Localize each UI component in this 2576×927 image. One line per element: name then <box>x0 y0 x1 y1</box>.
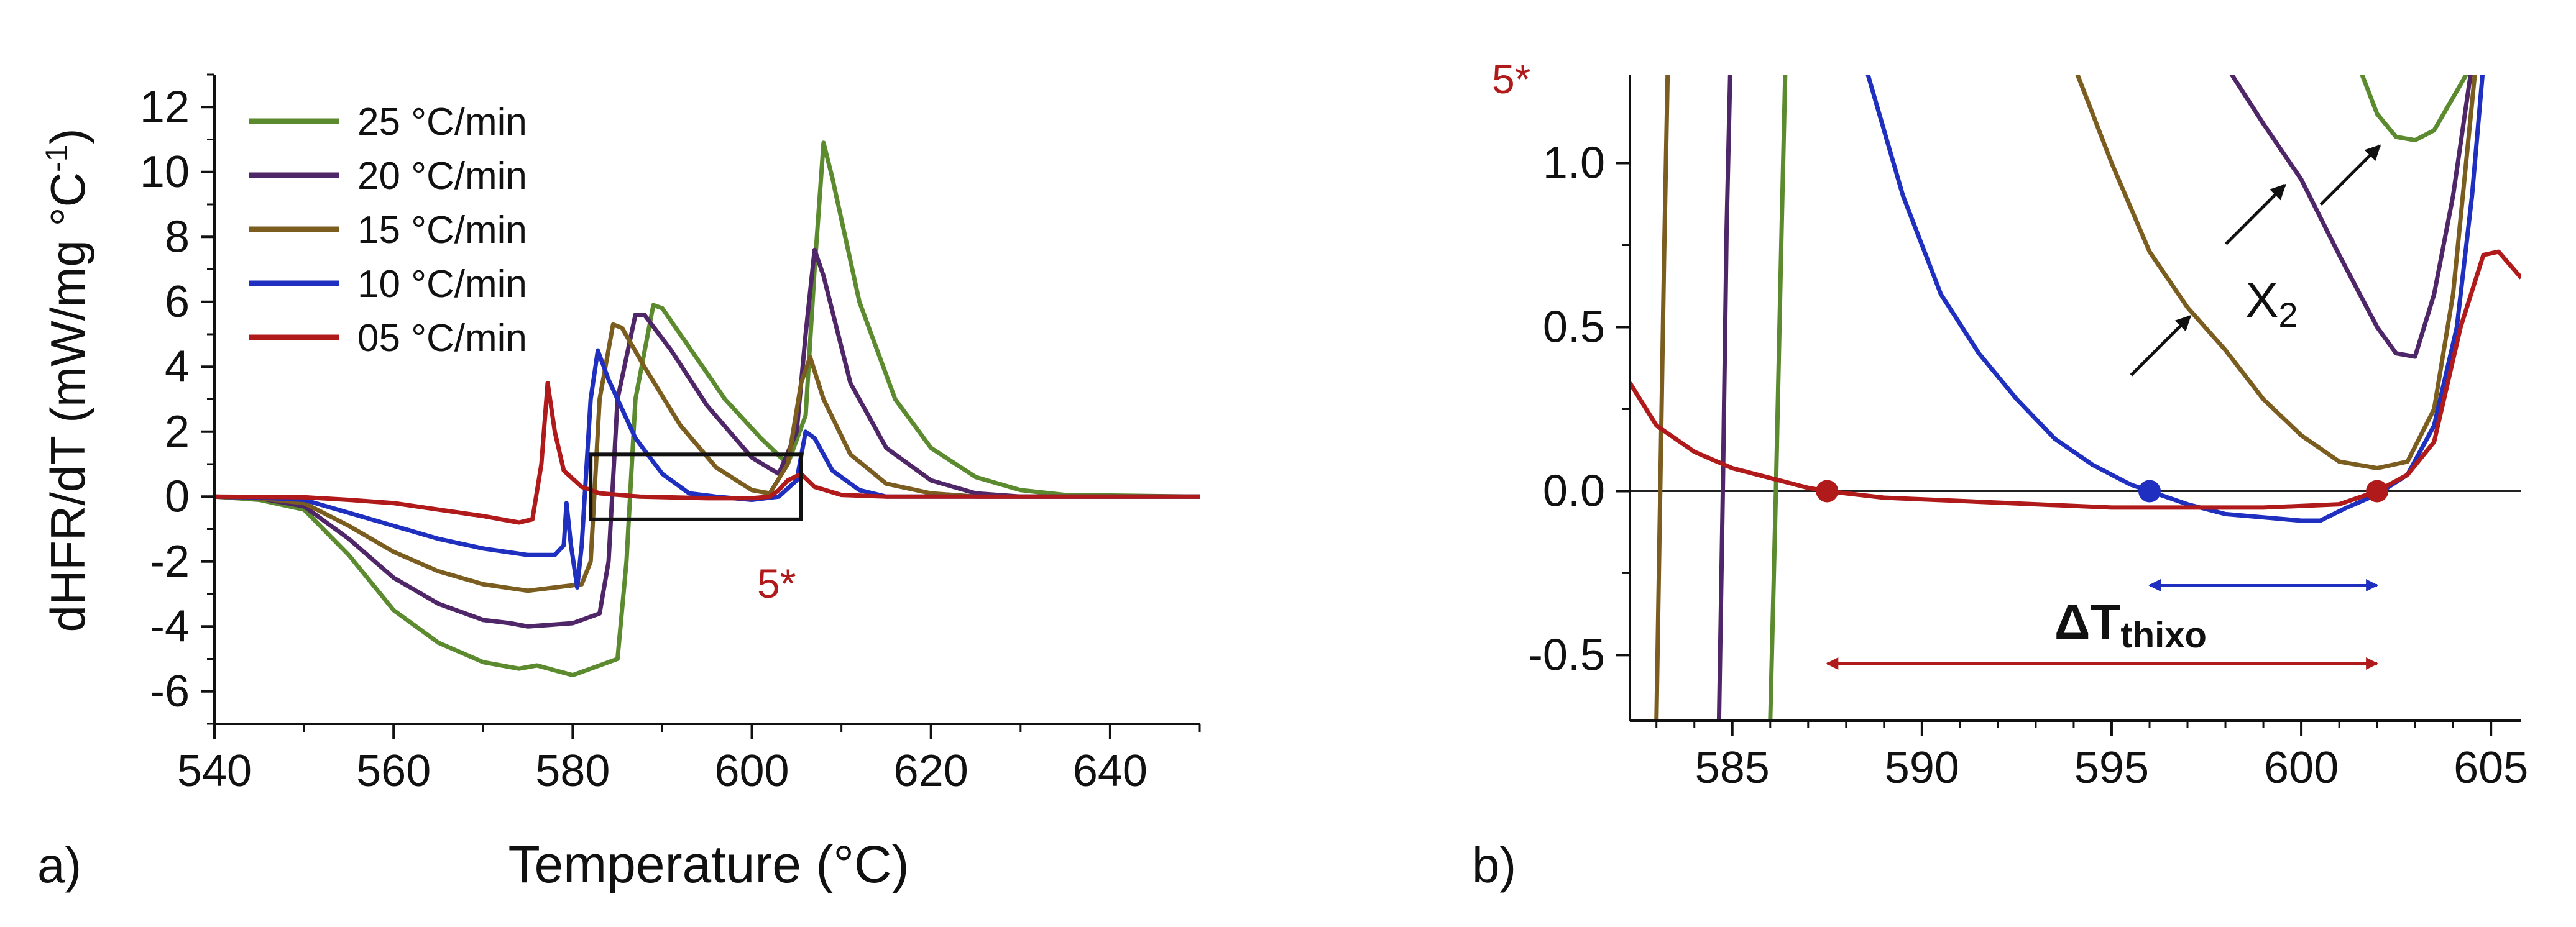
x-tick-label: 540 <box>177 746 252 796</box>
annotation-5star-b: 5* <box>1492 56 1530 102</box>
y-tick-label-b: 0.0 <box>1543 466 1605 516</box>
x2-label: X2 <box>2245 272 2298 334</box>
series-line-0 <box>214 140 1200 678</box>
x-tick-label: 600 <box>714 746 789 796</box>
y-tick-label-b: 0.5 <box>1543 302 1605 352</box>
panel-b-axes: 585 590 595 600 605 1.0 0.5 0.0 -0.5 <box>1528 75 2528 793</box>
x-tick-label: 620 <box>894 746 968 796</box>
legend: 25 °C/min 20 °C/min 15 °C/min 10 °C/min 05 °… <box>249 101 527 360</box>
y-tick-label: 12 <box>140 82 190 132</box>
y-tick-label-b: 1.0 <box>1543 139 1605 188</box>
delta-t-thixo-label: ΔTthixo <box>2054 594 2207 655</box>
pointer-arrow <box>2319 144 2381 206</box>
zoom-series-line-3 <box>1865 75 2485 523</box>
legend-item-label: 25 °C/min <box>357 101 527 144</box>
y-axis-label-sup: -1 <box>39 145 74 172</box>
panel-b-markers <box>1816 480 2389 503</box>
x2-label-main: X <box>2245 272 2278 327</box>
series-line-1 <box>214 247 1200 629</box>
y-tick-label: 6 <box>165 277 190 327</box>
annotation-5star: 5* <box>757 560 796 606</box>
x-tick-label: 580 <box>535 746 610 796</box>
x-tick-label-b: 605 <box>2454 743 2528 793</box>
zoom-series-line-1 <box>1716 75 2473 721</box>
zoom-box <box>589 452 803 521</box>
series-line-2 <box>214 322 1200 593</box>
panel-b-series <box>1630 75 2521 721</box>
x-tick-label: 560 <box>356 746 431 796</box>
panel-a-label: a) <box>37 838 81 893</box>
x-tick-label-b: 585 <box>1695 743 1770 793</box>
y-axis-label-main: dHFR/dT (mW/mg °C <box>40 172 95 632</box>
panel-a-series <box>214 140 1200 678</box>
y-tick-label: 10 <box>140 147 190 197</box>
y-tick-label: 2 <box>165 407 190 457</box>
legend-item-label: 15 °C/min <box>357 209 527 252</box>
series-line-3 <box>214 348 1200 590</box>
y-tick-label: 8 <box>165 212 190 262</box>
y-tick-label: 4 <box>165 342 190 391</box>
onset-marker <box>2138 480 2161 503</box>
onset-marker <box>2366 480 2389 503</box>
x-tick-label: 640 <box>1073 746 1148 796</box>
y-axis-label: dHFR/dT (mW/mg °C-1) <box>39 129 95 632</box>
pointer-arrow <box>2130 315 2192 377</box>
panel-a: 540 560 580 600 620 640 12 10 8 6 4 2 0 -2 -4 -6 25 °C/… <box>37 73 1201 893</box>
zoom-series-line-0 <box>1768 75 2469 721</box>
panel-a-axes: 540 560 580 600 620 640 12 10 8 6 4 2 0 -2 -4 -6 <box>140 73 1201 796</box>
y-axis-label-close: ) <box>40 129 95 145</box>
y-tick-label: -2 <box>150 537 190 587</box>
legend-item-label: 10 °C/min <box>357 263 527 306</box>
y-tick-label: 0 <box>165 472 190 521</box>
y-tick-label-b: -0.5 <box>1528 630 1605 680</box>
delta-t-label: ΔT <box>2054 594 2121 649</box>
x-axis-label: Temperature (°C) <box>508 835 909 893</box>
panel-b-label: b) <box>1472 838 1516 893</box>
legend-item-label: 20 °C/min <box>357 155 527 198</box>
zoom-series-line-4 <box>1630 249 2521 510</box>
onset-marker <box>1816 480 1839 503</box>
pointer-arrow <box>2225 183 2286 245</box>
y-tick-label: -6 <box>150 667 190 716</box>
delta-t-sub: thixo <box>2120 615 2207 655</box>
x-tick-label-b: 595 <box>2074 743 2149 793</box>
x-tick-label-b: 600 <box>2264 743 2339 793</box>
legend-item-label: 05 °C/min <box>357 317 527 360</box>
zoom-series-line-2 <box>1654 75 2477 721</box>
x2-label-sub: 2 <box>2278 295 2298 334</box>
x-tick-label-b: 590 <box>1885 743 1959 793</box>
panel-b-arrows <box>2130 144 2381 377</box>
y-tick-label: -4 <box>150 601 190 651</box>
